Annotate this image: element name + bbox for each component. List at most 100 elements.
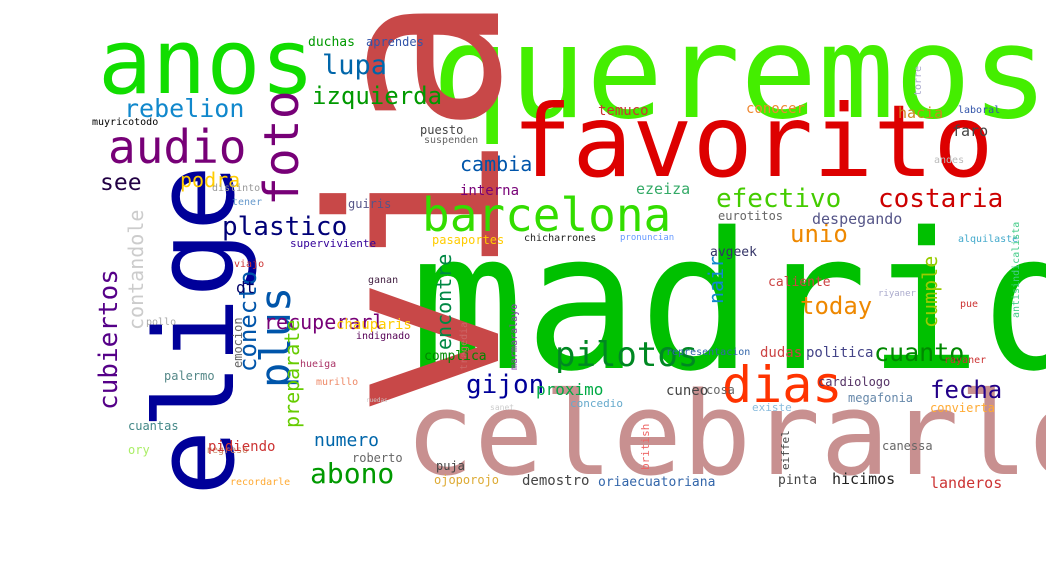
word-regreso: regreso [206, 445, 249, 456]
word-pidiendo: pidiendo [208, 439, 276, 455]
word-anos: anos [98, 10, 315, 115]
word-aprendes: aprendes [366, 35, 424, 49]
word-cumple: cumple [918, 255, 942, 328]
word-oriaecuatoriana: oriaecuatoriana [598, 475, 716, 490]
word-interna: interna [460, 183, 520, 199]
word-eurotitos: eurotitos [718, 209, 784, 223]
word-madrid: madrid [410, 192, 1046, 413]
word-rayaner: rayaner [944, 355, 987, 366]
word-see: see [100, 170, 142, 196]
word-cardiologo: cardiologo [818, 375, 891, 389]
word-pue: pue [960, 299, 979, 310]
word-izquierda: izquierda [312, 82, 443, 110]
word-cosa: cosa [706, 383, 735, 397]
word-ganan: ganan [368, 275, 399, 286]
word-roberto: roberto [352, 451, 403, 465]
word-costaria: costaria [878, 184, 1004, 214]
word-chauparis: chauparis [336, 317, 412, 333]
word-palermo: palermo [164, 369, 215, 383]
word-hueiga: hueiga [300, 359, 337, 370]
word-suspenden: suspenden [424, 135, 479, 146]
word-megafonia: megafonia [848, 391, 914, 405]
word-viajo: viajo [234, 259, 265, 270]
word-plastico: plastico [222, 212, 348, 242]
word-canessa: canessa [882, 439, 933, 453]
word-pasaportes: pasaportes [432, 233, 505, 247]
word-concedio: concedio [570, 397, 623, 410]
word-pilotos: pilotos [555, 335, 699, 375]
word-antisindicalista: antisindicalista [1011, 221, 1022, 318]
word-abono: abono [310, 457, 395, 490]
word-conocer: conocer [746, 101, 806, 117]
word-today: today [800, 292, 873, 320]
word-celebrarlo: celebrarlo [405, 368, 1046, 502]
word-dt: dt [236, 278, 256, 297]
word-eiffel: eiffel [779, 430, 792, 470]
word-tener: tener [232, 197, 263, 208]
word-puja: puja [436, 459, 465, 473]
word-ezeiza: ezeiza [636, 180, 691, 198]
word-alquilaste: alquilaste [958, 234, 1019, 245]
word-favorito: favorito [512, 83, 994, 200]
word-superviviente: superviviente [290, 237, 377, 250]
word-andes: andes [934, 155, 965, 166]
word-marmaralayo: marmaralayo [509, 303, 520, 370]
word-preparate: preparate [280, 319, 304, 428]
word-ory: ory [128, 443, 150, 457]
word-representacion: representacion [666, 347, 751, 358]
word-emocion: emocion [231, 317, 245, 368]
word-ruedas: ruedas [366, 397, 388, 404]
word-existe: existe [752, 401, 792, 414]
word-convierta: convierta [930, 401, 996, 415]
word-chicharrones: chicharrones [524, 233, 597, 244]
word-muyricotodo: muyricotodo [92, 117, 159, 128]
word-laboral: laboral [958, 105, 1001, 116]
word-unio: unio [790, 220, 848, 248]
word-gijon: gijon [466, 370, 545, 400]
word-nair: nair [704, 255, 728, 304]
word-cambia: cambia [460, 152, 533, 176]
word-torre: torre [913, 65, 924, 96]
word-distinto: distinto [212, 183, 261, 194]
word-recordarle: recordarle [230, 477, 291, 488]
word-numero: numero [314, 430, 380, 451]
word-faro: faro [952, 122, 989, 140]
word-cuanto: cuanto [874, 338, 965, 367]
word-barcelona: barcelona [422, 188, 672, 242]
word-hicimos: hicimos [832, 470, 896, 488]
word-foto: foto [254, 90, 310, 206]
word-politica: politica [806, 345, 874, 361]
word-dias: dias [722, 356, 843, 414]
word-guiris: guiris [348, 197, 392, 211]
word-queremos: queremos [432, 0, 1046, 148]
word-complica: complica [424, 349, 487, 364]
word-cuneo: cuneo [666, 383, 709, 399]
word-pronuncian: pronuncian [620, 233, 675, 243]
word-hacia: hacia [898, 104, 944, 122]
word-british: british [639, 423, 652, 470]
word-sanet: sanet [490, 403, 515, 412]
word-riyaner: riyaner [878, 289, 916, 299]
word-avgeek: avgeek [710, 245, 757, 260]
word-proximo: proximo [536, 380, 604, 399]
word-rebelion: rebelion [124, 94, 245, 123]
word-fecha: fecha [930, 376, 1003, 404]
word-pollo: pollo [146, 317, 177, 328]
word-duchas: duchas [308, 35, 355, 50]
word-dudas: dudas [760, 345, 803, 361]
word-cubiertos: cubiertos [94, 269, 124, 410]
word-recuperarl: recuperarl [264, 310, 385, 334]
word-murillo: murillo [316, 377, 359, 388]
word-audio: audio [108, 120, 247, 174]
word-temuco: temuco [598, 103, 649, 119]
word-pinta: pinta [778, 473, 818, 488]
word-ojoporojo: ojoporojo [434, 473, 500, 487]
word-demostro: demostro [522, 473, 590, 489]
word-puesto: puesto [420, 123, 464, 137]
word-indignado: indignado [356, 331, 411, 342]
word-podra: podra [180, 168, 241, 192]
word-cuantas: cuantas [128, 419, 179, 433]
word-landeros: landeros [930, 474, 1003, 492]
word-caliente: caliente [768, 275, 831, 290]
